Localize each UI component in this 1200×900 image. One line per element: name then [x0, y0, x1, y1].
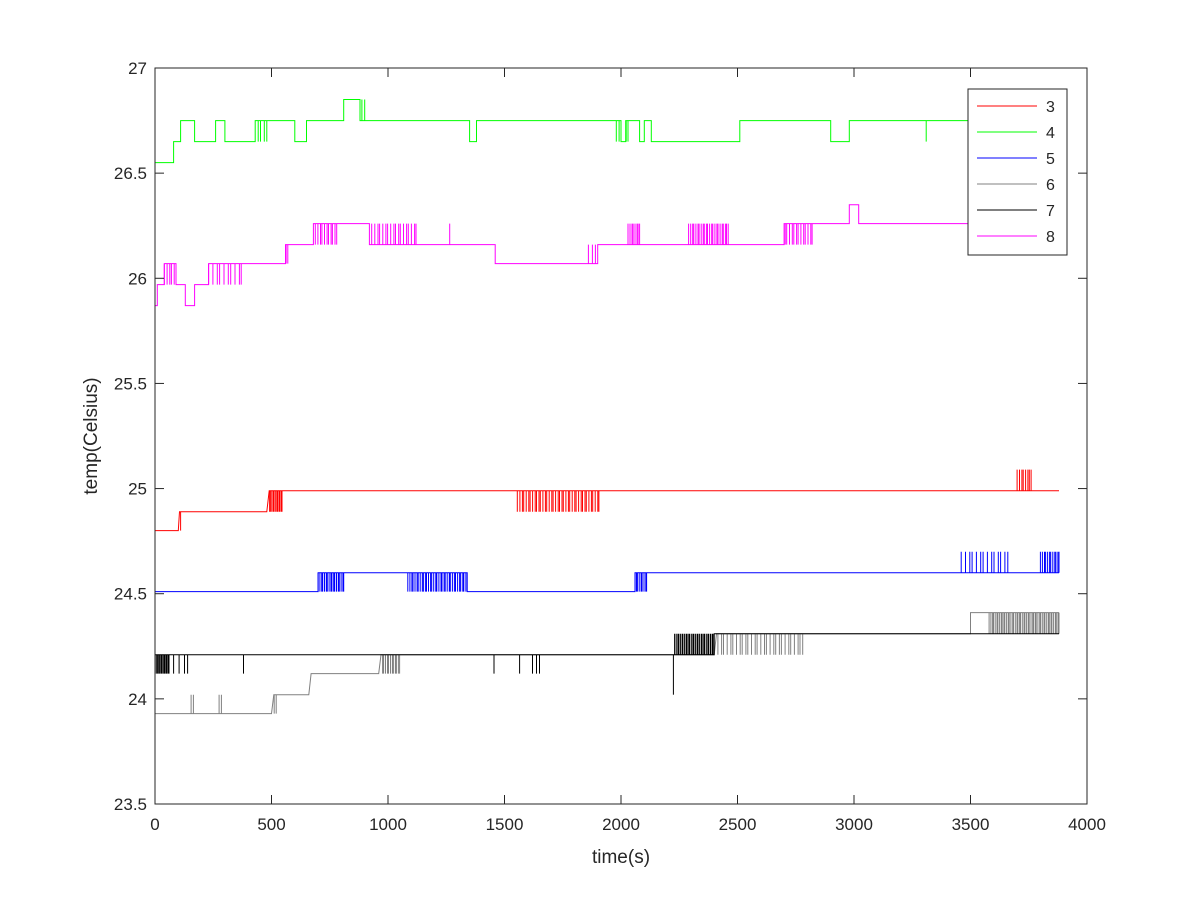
- x-tick-label: 1500: [486, 815, 524, 834]
- y-tick-label: 24: [128, 690, 147, 709]
- legend-label: 6: [1046, 177, 1055, 194]
- x-tick-label: 0: [150, 815, 159, 834]
- x-axis-label: time(s): [592, 847, 650, 868]
- legend-label: 7: [1046, 203, 1055, 220]
- x-tick-label: 1000: [369, 815, 407, 834]
- x-tick-label: 2000: [602, 815, 640, 834]
- series-spikes-7: [155, 655, 169, 674]
- y-tick-label: 25.5: [114, 374, 147, 393]
- y-tick-label: 27: [128, 59, 147, 78]
- legend-label: 8: [1046, 229, 1055, 246]
- y-axis-label: temp(Celsius): [81, 377, 102, 494]
- x-tick-label: 3500: [952, 815, 990, 834]
- y-tick-label: 24.5: [114, 585, 147, 604]
- y-tick-label: 23.5: [114, 795, 147, 814]
- x-tick-label: 2500: [719, 815, 757, 834]
- x-tick-label: 500: [257, 815, 285, 834]
- y-tick-label: 25: [128, 480, 147, 499]
- series-spikes-6: [989, 613, 1059, 634]
- legend-label: 5: [1046, 151, 1055, 168]
- y-tick-label: 26: [128, 269, 147, 288]
- y-tick-label: 26.5: [114, 164, 147, 183]
- legend-label: 3: [1046, 99, 1055, 116]
- legend: 3 4 5 6 7 8: [968, 89, 1067, 255]
- x-tick-label: 4000: [1068, 815, 1106, 834]
- x-tick-label: 3000: [835, 815, 873, 834]
- legend-label: 4: [1046, 125, 1055, 142]
